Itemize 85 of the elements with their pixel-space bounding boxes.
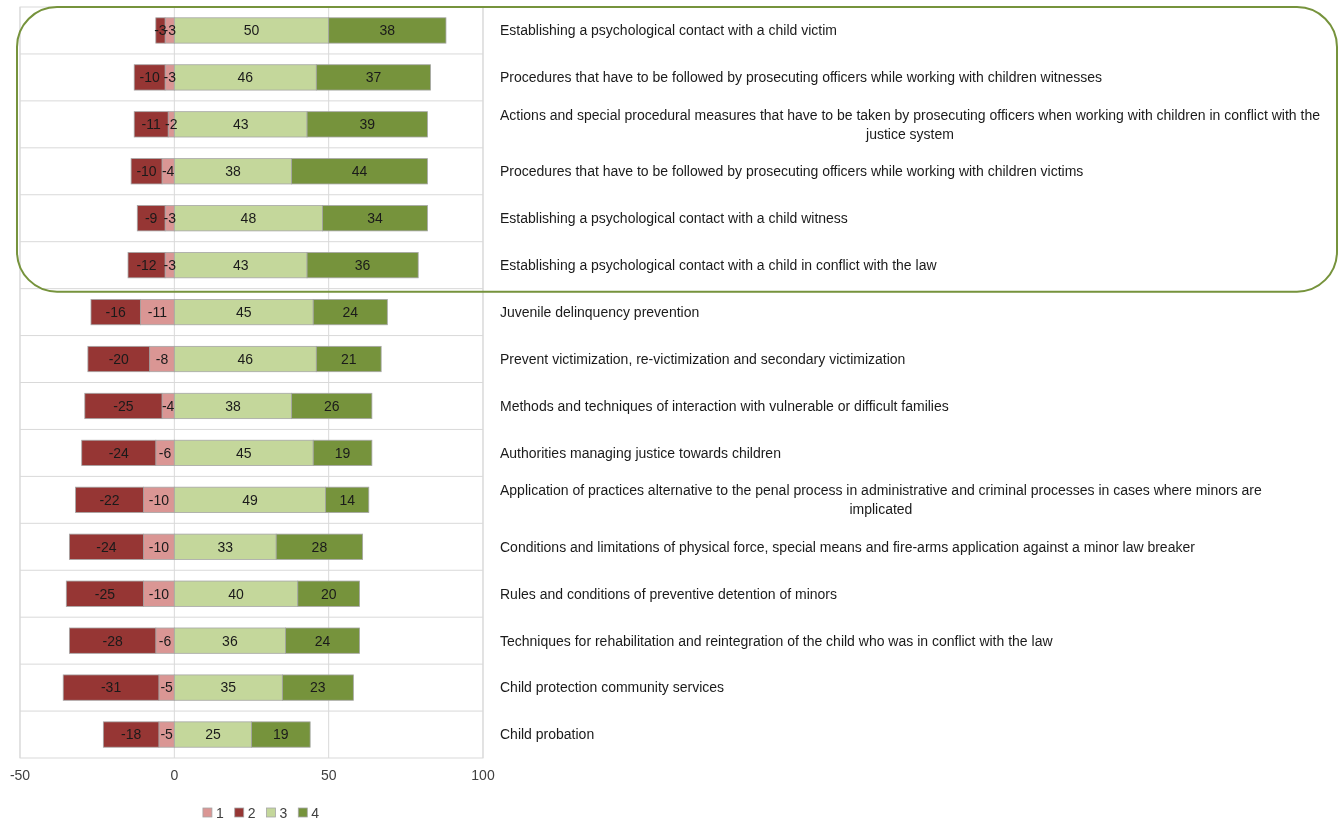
data-label: 34 [367, 210, 383, 227]
y-tick-label: Establishing a psychological contact with a child witness [500, 210, 848, 227]
y-tick-label: Procedures that have to be followed by prosecuting officers while working with children victims [500, 163, 1084, 180]
data-label: 23 [310, 679, 326, 696]
data-label: -3 [163, 257, 177, 274]
data-label: 44 [351, 163, 368, 180]
data-label: 37 [365, 69, 382, 86]
y-tick-label: Authorities managing justice towards children [500, 444, 781, 461]
x-tick-label: -50 [9, 767, 31, 783]
data-label: -10 [136, 163, 157, 180]
legend-label: 4 [311, 804, 320, 821]
y-tick-label: Methods and techniques of interaction with vulnerable or difficult families [500, 397, 949, 414]
data-label: 38 [379, 22, 396, 39]
y-tick-label: Establishing a psychological contact with a child victim [500, 22, 837, 39]
x-tick-label: 100 [471, 767, 495, 783]
y-tick-label: Conditions and limitations of physical force, special means and fire-arms application against a minor law breaker [500, 538, 1196, 555]
y-tick-label: Juvenile delinquency prevention [500, 303, 700, 320]
data-label: -16 [105, 303, 127, 320]
data-label: -9 [144, 210, 158, 227]
y-tick-label: Prevent victimization, re-victimization and secondary victimization [500, 350, 906, 367]
data-label: -5 [160, 726, 174, 743]
data-label: -24 [96, 538, 117, 555]
data-label: -25 [113, 397, 134, 414]
data-label: -5 [160, 679, 174, 696]
data-label: -28 [102, 632, 123, 649]
data-label: -10 [148, 491, 170, 508]
data-label: -10 [148, 585, 170, 602]
data-label: 48 [240, 210, 257, 227]
data-label: 38 [225, 397, 241, 414]
y-tick-label: Actions and special procedural measures that have to be taken by prosecuting officers when working with children in conflict with the justice system [500, 106, 1321, 142]
data-label: -4 [161, 397, 175, 414]
y-tick-label: Establishing a psychological contact with a child in conflict with the law [500, 257, 938, 274]
data-label: 38 [225, 163, 241, 180]
data-label: -11 [141, 116, 161, 133]
y-tick-label: Application of practices alternative to the penal process in administrative and criminal processes in cases where minors are implicated [500, 482, 1263, 518]
data-label: 45 [235, 303, 252, 320]
data-label: 33 [217, 538, 234, 555]
data-label: -11 [147, 303, 168, 320]
legend-label: 3 [279, 804, 288, 821]
y-tick-label: Procedures that have to be followed by prosecuting officers while working with children witnesses [500, 69, 1103, 86]
data-label: 21 [340, 350, 357, 367]
data-label: 19 [273, 726, 289, 743]
data-label: 46 [237, 69, 254, 86]
data-label: 19 [334, 444, 351, 461]
data-label: 46 [237, 350, 254, 367]
data-label: -18 [121, 726, 142, 743]
x-tick-label: 0 [170, 767, 179, 783]
data-label: -10 [139, 69, 160, 86]
y-tick-label: Child probation [500, 726, 595, 743]
data-label: -6 [158, 632, 172, 649]
data-label: 43 [232, 257, 249, 274]
data-label: -3 [163, 69, 177, 86]
data-label: -6 [158, 444, 172, 461]
data-label: -4 [161, 163, 175, 180]
data-label: 50 [243, 22, 260, 39]
data-label: 35 [220, 679, 237, 696]
data-label: 40 [228, 585, 245, 602]
data-label: 14 [339, 491, 356, 508]
data-label: 26 [323, 397, 340, 414]
legend-label: 2 [247, 804, 256, 821]
data-label: 49 [242, 491, 258, 508]
y-tick-label: Child protection community services [500, 679, 725, 696]
data-label: 28 [311, 538, 328, 555]
data-label: -22 [99, 491, 120, 508]
data-label: -12 [136, 257, 157, 274]
data-label: 24 [342, 303, 359, 320]
data-label: -20 [108, 350, 130, 367]
data-label: 24 [314, 632, 331, 649]
data-label: 25 [205, 726, 221, 743]
x-tick-label: 50 [320, 767, 337, 783]
data-label: 36 [354, 257, 371, 274]
data-label: 39 [359, 116, 376, 133]
data-label: 43 [232, 116, 249, 133]
legend-label: 1 [215, 804, 224, 821]
data-label: 45 [235, 444, 252, 461]
y-tick-label: Techniques for rehabilitation and reintegration of the child who was in conflict with the law [500, 632, 1054, 649]
data-label: -24 [108, 444, 130, 461]
data-label: -31 [100, 679, 122, 696]
y-tick-label: Rules and conditions of preventive detention of minors [500, 585, 837, 602]
data-label: -8 [155, 350, 169, 367]
data-label: -10 [148, 538, 170, 555]
data-label: 20 [320, 585, 337, 602]
data-label: -25 [94, 585, 116, 602]
data-label: 36 [222, 632, 238, 649]
data-label: -3 [163, 210, 177, 227]
